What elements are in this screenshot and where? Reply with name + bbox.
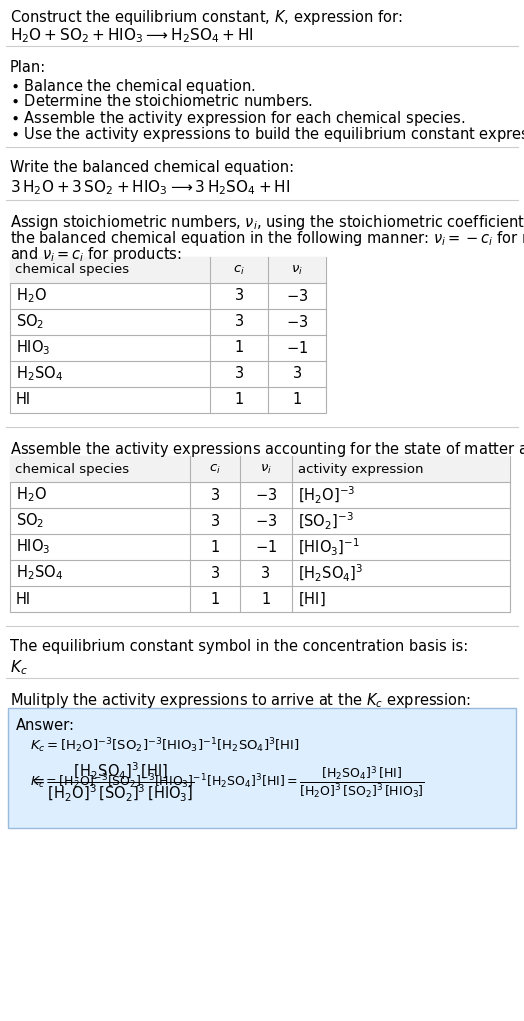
Text: $\mathrm{H_2O}$: $\mathrm{H_2O}$ xyxy=(16,287,47,305)
Text: 1: 1 xyxy=(210,539,220,554)
Text: $K_c = [\mathrm{H_2O}]^{-3} [\mathrm{SO_2}]^{-3} [\mathrm{HIO_3}]^{-1} [\mathrm{: $K_c = [\mathrm{H_2O}]^{-3} [\mathrm{SO_… xyxy=(30,736,300,756)
Text: 1: 1 xyxy=(261,591,270,606)
Text: 3: 3 xyxy=(234,314,244,330)
Bar xyxy=(8,708,516,828)
Text: 3: 3 xyxy=(261,566,270,581)
Bar xyxy=(10,257,326,414)
Text: $-3$: $-3$ xyxy=(286,314,308,330)
Text: chemical species: chemical species xyxy=(15,463,129,476)
Text: Write the balanced chemical equation:: Write the balanced chemical equation: xyxy=(10,160,294,175)
Text: chemical species: chemical species xyxy=(15,263,129,277)
Text: $c_i$: $c_i$ xyxy=(233,263,245,277)
Text: 3: 3 xyxy=(292,367,302,382)
Text: $-3$: $-3$ xyxy=(255,513,277,529)
Text: $[\mathrm{SO_2}]^{-3}$: $[\mathrm{SO_2}]^{-3}$ xyxy=(298,510,354,532)
Text: $3\,\mathrm{H_2O} + 3\,\mathrm{SO_2} + \mathrm{HIO_3} \longrightarrow 3\,\mathrm: $3\,\mathrm{H_2O} + 3\,\mathrm{SO_2} + \… xyxy=(10,178,290,197)
Text: $[\mathrm{H_2SO_4}]^{3}$: $[\mathrm{H_2SO_4}]^{3}$ xyxy=(298,563,363,584)
Text: the balanced chemical equation in the following manner: $\nu_i = -c_i$ for react: the balanced chemical equation in the fo… xyxy=(10,229,524,248)
Text: $\bullet$ Use the activity expressions to build the equilibrium constant express: $\bullet$ Use the activity expressions t… xyxy=(10,125,524,144)
Text: 3: 3 xyxy=(234,289,244,303)
Text: $[\mathrm{HI}]$: $[\mathrm{HI}]$ xyxy=(298,590,325,607)
Text: Assign stoichiometric numbers, $\nu_i$, using the stoichiometric coefficients, $: Assign stoichiometric numbers, $\nu_i$, … xyxy=(10,213,524,232)
Text: 3: 3 xyxy=(211,487,220,502)
Text: $-1$: $-1$ xyxy=(255,539,277,555)
Text: 1: 1 xyxy=(292,392,302,407)
Text: $-1$: $-1$ xyxy=(286,340,308,356)
Text: Plan:: Plan: xyxy=(10,60,46,75)
Bar xyxy=(10,456,510,482)
Text: $\mathrm{H_2SO_4}$: $\mathrm{H_2SO_4}$ xyxy=(16,564,63,582)
Text: $\mathrm{H_2O + SO_2 + HIO_3} \longrightarrow \mathrm{H_2SO_4 + HI}$: $\mathrm{H_2O + SO_2 + HIO_3} \longright… xyxy=(10,26,254,45)
Text: $\nu_i$: $\nu_i$ xyxy=(291,263,303,277)
Text: $K_c = [\mathrm{H_2O}]^{-3} [\mathrm{SO_2}]^{-3} [\mathrm{HIO_3}]^{-1} [\mathrm{: $K_c = [\mathrm{H_2O}]^{-3} [\mathrm{SO_… xyxy=(30,764,425,799)
Text: $\bullet$ Determine the stoichiometric numbers.: $\bullet$ Determine the stoichiometric n… xyxy=(10,93,313,109)
Text: Assemble the activity expressions accounting for the state of matter and $\nu_i$: Assemble the activity expressions accoun… xyxy=(10,440,524,459)
Text: The equilibrium constant symbol in the concentration basis is:: The equilibrium constant symbol in the c… xyxy=(10,639,468,654)
Text: $\bullet$ Balance the chemical equation.: $\bullet$ Balance the chemical equation. xyxy=(10,77,255,96)
Text: 1: 1 xyxy=(234,392,244,407)
Bar xyxy=(10,257,326,283)
Text: 3: 3 xyxy=(234,367,244,382)
Text: $-3$: $-3$ xyxy=(255,487,277,503)
Text: 3: 3 xyxy=(211,514,220,529)
Text: $\mathrm{H_2SO_4}$: $\mathrm{H_2SO_4}$ xyxy=(16,364,63,383)
Text: activity expression: activity expression xyxy=(298,463,423,476)
Text: 1: 1 xyxy=(234,340,244,355)
Text: 1: 1 xyxy=(210,591,220,606)
Text: $\nu_i$: $\nu_i$ xyxy=(260,463,272,476)
Text: Answer:: Answer: xyxy=(16,718,75,733)
Text: 3: 3 xyxy=(211,566,220,581)
Text: $\mathrm{HIO_3}$: $\mathrm{HIO_3}$ xyxy=(16,339,51,357)
Bar xyxy=(10,456,510,612)
Text: $\mathrm{HIO_3}$: $\mathrm{HIO_3}$ xyxy=(16,538,51,556)
Text: $= \dfrac{[\mathrm{H_2SO_4}]^3\,[\mathrm{HI}]}{[\mathrm{H_2O}]^3\,[\mathrm{SO_2}: $= \dfrac{[\mathrm{H_2SO_4}]^3\,[\mathrm… xyxy=(30,761,195,804)
Text: $\mathrm{SO_2}$: $\mathrm{SO_2}$ xyxy=(16,512,45,530)
Text: $[\mathrm{HIO_3}]^{-1}$: $[\mathrm{HIO_3}]^{-1}$ xyxy=(298,536,359,557)
Text: $-3$: $-3$ xyxy=(286,288,308,304)
Text: and $\nu_i = c_i$ for products:: and $\nu_i = c_i$ for products: xyxy=(10,245,182,264)
Text: Construct the equilibrium constant, $K$, expression for:: Construct the equilibrium constant, $K$,… xyxy=(10,8,402,27)
Text: HI: HI xyxy=(16,392,31,407)
Text: $c_i$: $c_i$ xyxy=(209,463,221,476)
Text: $\bullet$ Assemble the activity expression for each chemical species.: $\bullet$ Assemble the activity expressi… xyxy=(10,109,465,128)
Text: HI: HI xyxy=(16,591,31,606)
Text: Mulitply the activity expressions to arrive at the $K_c$ expression:: Mulitply the activity expressions to arr… xyxy=(10,691,471,710)
Text: $\mathrm{H_2O}$: $\mathrm{H_2O}$ xyxy=(16,486,47,504)
Text: $\mathrm{SO_2}$: $\mathrm{SO_2}$ xyxy=(16,312,45,332)
Text: $[\mathrm{H_2O}]^{-3}$: $[\mathrm{H_2O}]^{-3}$ xyxy=(298,484,355,505)
Text: $K_c$: $K_c$ xyxy=(10,658,28,677)
